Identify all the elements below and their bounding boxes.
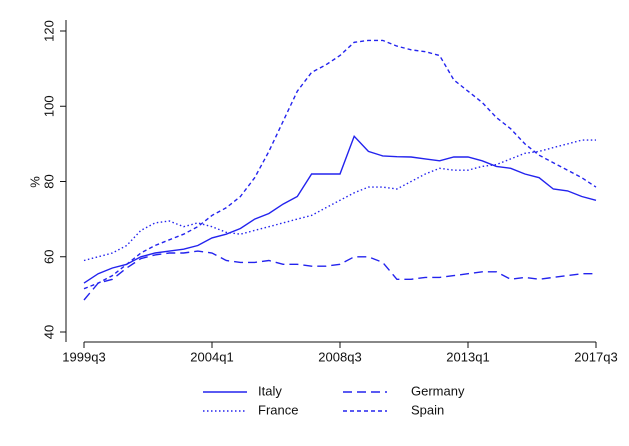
y-tick-label: 100 [41, 95, 56, 117]
y-tick-label: 80 [41, 174, 56, 188]
y-tick-label: 120 [41, 20, 56, 42]
x-tick-label: 2013q1 [446, 349, 489, 364]
y-tick-label: 40 [41, 325, 56, 339]
series-line [83, 139, 596, 262]
series-line [83, 39, 597, 290]
y-axis-title: % [27, 176, 42, 188]
legend-label: Germany [411, 383, 465, 398]
x-tick-label: 2008q3 [318, 349, 361, 364]
y-tick-label: 60 [41, 250, 56, 264]
x-tick-label: 2004q1 [190, 349, 233, 364]
x-tick-label: 2017q3 [574, 349, 617, 364]
legend-label: France [258, 402, 298, 417]
legend-label: Spain [411, 402, 444, 417]
x-tick-label: 1999q3 [62, 349, 105, 364]
series-line [83, 135, 597, 284]
series-line [83, 250, 596, 301]
legend-label: Italy [258, 383, 282, 398]
